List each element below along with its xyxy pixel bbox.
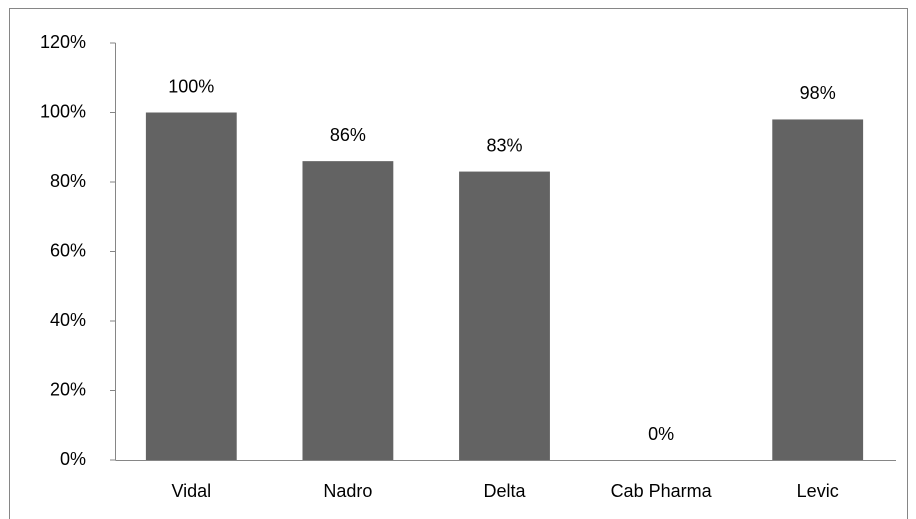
x-tick-label: Cab Pharma bbox=[611, 481, 713, 501]
x-tick-label: Vidal bbox=[171, 481, 211, 501]
value-label: 0% bbox=[648, 424, 674, 444]
y-tick-label: 80% bbox=[50, 171, 86, 191]
value-label: 83% bbox=[486, 135, 522, 155]
bar bbox=[145, 112, 237, 460]
bar bbox=[459, 171, 550, 460]
value-label: 86% bbox=[330, 125, 366, 145]
value-label: 100% bbox=[168, 76, 214, 96]
y-tick-label: 20% bbox=[50, 379, 86, 399]
y-tick-label: 60% bbox=[50, 240, 86, 260]
y-tick-label: 120% bbox=[40, 32, 86, 52]
y-tick-label: 40% bbox=[50, 310, 86, 330]
x-tick-label: Delta bbox=[483, 481, 526, 501]
bar bbox=[302, 161, 394, 460]
x-tick-label: Levic bbox=[797, 481, 839, 501]
bar bbox=[772, 119, 864, 460]
y-tick-label: 100% bbox=[40, 101, 86, 121]
y-tick-label: 0% bbox=[60, 449, 86, 469]
value-label: 98% bbox=[800, 83, 836, 103]
x-tick-label: Nadro bbox=[323, 481, 372, 501]
